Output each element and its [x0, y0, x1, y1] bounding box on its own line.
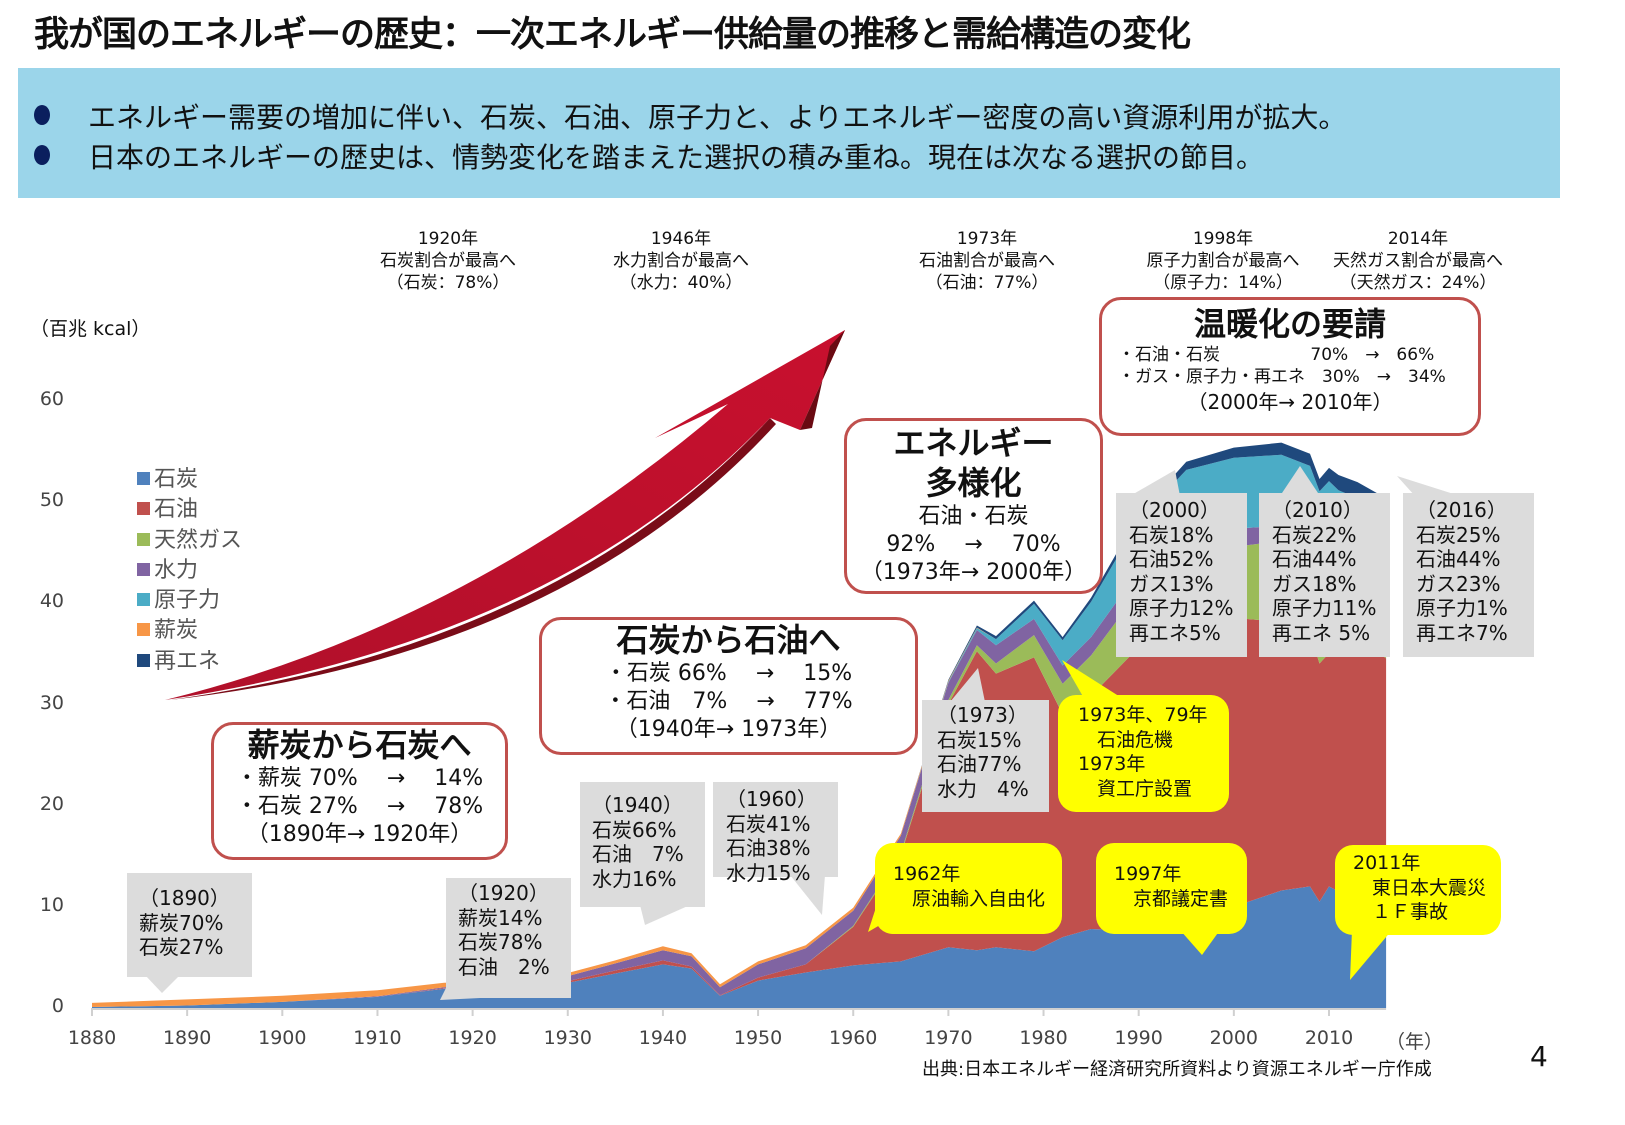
- bullet-icon: [34, 145, 50, 165]
- milestone-note: 1946年 水力割合が最高へ （水力：40%）: [613, 229, 749, 293]
- legend-label: 水力: [154, 557, 199, 583]
- source-note: 出典:日本エネルギー経済研究所資料より資源エネルギー庁作成: [922, 1059, 1432, 1080]
- share-callout-1973: （1973） 石炭15% 石油77% 水力 4%: [922, 700, 1049, 812]
- share-callout-2000: （2000） 石炭18% 石油52% ガス13% 原子力12% 再エネ5%: [1116, 493, 1247, 657]
- phase-box-coal-to-oil: 石炭から石油へ ・石炭 66% → 15% ・石油 7% → 77% （1940…: [539, 617, 918, 755]
- event-callout-1962: 1962年 原油輸入自由化: [875, 843, 1062, 934]
- x-tick-label: 1970: [924, 1027, 973, 1049]
- area-series-2: [92, 516, 1387, 1007]
- bullet-text: エネルギー需要の増加に伴い、石炭、石油、原子力と、よりエネルギー密度の高い資源利…: [88, 101, 1347, 134]
- legend-item: 天然ガス: [137, 526, 242, 556]
- phase-box-warming: 温暖化の要請 ・石油・石炭 70% → 66% ・ガス・原子力・再エネ 30% …: [1099, 297, 1481, 436]
- share-callout-1890: （1890） 薪炭70% 石炭27%: [127, 873, 252, 977]
- legend-item: 石油: [137, 495, 242, 525]
- legend-swatch-icon: [137, 502, 150, 516]
- bullet-item: エネルギー需要の増加に伴い、石炭、石油、原子力と、よりエネルギー密度の高い資源利…: [34, 96, 1346, 136]
- growth-arrow-icon: [165, 330, 845, 700]
- event-callout-oil-crisis: 1973年、79年 石油危機 1973年 資工庁設置: [1058, 695, 1229, 812]
- x-tick-label: 2000: [1209, 1027, 1259, 1049]
- milestone-note: 1920年 石炭割合が最高へ （石炭：78%）: [380, 229, 516, 293]
- phase-box-firewood-to-coal: 薪炭から石炭へ ・薪炭 70% → 14% ・石炭 27% → 78% （189…: [211, 722, 508, 860]
- y-tick-label: 20: [39, 793, 64, 815]
- legend-swatch-icon: [137, 653, 150, 667]
- y-tick-label: 60: [39, 388, 64, 410]
- x-axis-unit-label: （年）: [1386, 1031, 1444, 1053]
- legend-swatch-icon: [137, 472, 150, 485]
- legend-swatch-icon: [137, 593, 150, 607]
- y-tick-label: 0: [51, 995, 64, 1017]
- share-callout-1940: （1940） 石炭66% 石油 7% 水力16%: [580, 782, 705, 907]
- legend-label: 石油: [154, 497, 199, 523]
- x-tick-label: 1890: [162, 1027, 212, 1049]
- x-tick-label: 1900: [258, 1027, 307, 1049]
- x-tick-label: 1960: [829, 1027, 878, 1049]
- legend-item: 石炭: [137, 465, 242, 495]
- legend-label: 原子力: [154, 588, 221, 614]
- share-callout-2016: （2016） 石炭25% 石油44% ガス23% 原子力1% 再エネ7%: [1403, 493, 1534, 657]
- legend-label: 再エネ: [154, 648, 221, 674]
- y-tick-label: 10: [39, 894, 64, 916]
- x-tick-label: 1940: [638, 1027, 688, 1049]
- milestone-note: 1998年 原子力割合が最高へ （原子力：14%）: [1146, 229, 1300, 293]
- summary-banner: エネルギー需要の増加に伴い、石炭、石油、原子力と、よりエネルギー密度の高い資源利…: [18, 68, 1560, 198]
- legend-swatch-icon: [137, 562, 150, 576]
- legend-item: 原子力: [137, 586, 242, 616]
- legend-label: 石炭: [154, 467, 199, 492]
- legend-swatch-icon: [137, 623, 150, 637]
- x-tick-label: 1930: [543, 1027, 592, 1049]
- milestone-note: 1973年 石油割合が最高へ （石油：77%）: [919, 229, 1055, 293]
- legend-item: 再エネ: [137, 647, 242, 677]
- y-axis-unit-label: （百兆 kcal）: [30, 318, 151, 340]
- legend-label: 薪炭: [154, 618, 199, 644]
- legend-item: 水力: [137, 556, 242, 586]
- milestone-note: 2014年 天然ガス割合が最高へ （天然ガス：24%）: [1333, 229, 1503, 293]
- x-tick-label: 1910: [353, 1027, 402, 1049]
- y-tick-label: 40: [39, 590, 64, 612]
- y-tick-label: 50: [39, 489, 64, 511]
- page-number: 4: [1530, 1040, 1548, 1073]
- legend-item: 薪炭: [137, 616, 242, 646]
- x-tick-label: 1880: [67, 1027, 117, 1049]
- y-tick-label: 30: [39, 692, 64, 714]
- x-tick-label: 1950: [733, 1027, 783, 1049]
- bullet-item: 日本のエネルギーの歴史は、情勢変化を踏まえた選択の積み重ね。現在は次なる選択の節…: [34, 136, 1264, 176]
- page-title: 我が国のエネルギーの歴史：一次エネルギー供給量の推移と需給構造の変化: [34, 15, 1191, 55]
- area-series-0: [92, 881, 1387, 1008]
- legend-swatch-icon: [137, 532, 150, 546]
- share-callout-2010: （2010） 石炭22% 石油44% ガス18% 原子力11% 再エネ 5%: [1259, 493, 1390, 657]
- share-callout-1960: （1960） 石炭41% 石油38% 水力15%: [713, 782, 838, 885]
- chart-legend: 石炭石油天然ガス水力原子力薪炭再エネ: [137, 465, 242, 677]
- bullet-icon: [34, 105, 50, 125]
- share-callout-1920: （1920） 薪炭14% 石炭78% 石油 2%: [446, 878, 571, 998]
- event-callout-2011: 2011年 東日本大震災 １Ｆ事故: [1335, 845, 1501, 935]
- event-callout-1997: 1997年 京都議定書: [1096, 843, 1247, 934]
- x-tick-label: 1920: [448, 1027, 497, 1049]
- x-tick-label: 1990: [1114, 1027, 1163, 1049]
- area-series-4: [92, 454, 1387, 1007]
- gray-callout-tails: [145, 466, 1460, 1000]
- x-tick-label: 2010: [1304, 1027, 1354, 1049]
- x-tick-label: 1980: [1019, 1027, 1068, 1049]
- phase-box-diversification: エネルギー 多様化 石油・石炭 92% → 70% （1973年→ 2000年）: [844, 418, 1103, 594]
- bullet-text: 日本のエネルギーの歴史は、情勢変化を踏まえた選択の積み重ね。現在は次なる選択の節…: [88, 141, 1265, 174]
- legend-label: 天然ガス: [154, 527, 243, 553]
